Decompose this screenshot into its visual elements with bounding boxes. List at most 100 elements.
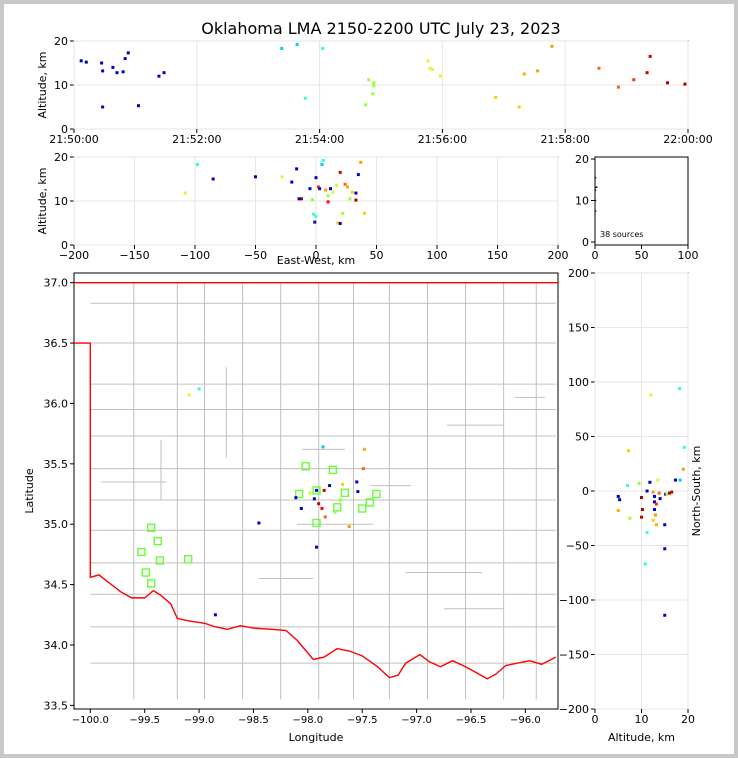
source-point xyxy=(550,44,554,48)
source-point xyxy=(616,85,620,89)
source-point xyxy=(343,182,347,186)
source-point xyxy=(616,509,620,513)
altitude-histogram-panel: 0 10 20 0 50 100 38 sources xyxy=(575,153,699,262)
y-tick-label: 100 xyxy=(568,376,589,389)
source-point xyxy=(670,490,674,494)
y-axis-label: Latitude xyxy=(23,468,36,514)
source-point xyxy=(364,103,368,107)
y-tick-label: 36.0 xyxy=(44,397,69,410)
x-tick-label: 10 xyxy=(635,713,649,726)
lma-station xyxy=(312,486,321,495)
source-point xyxy=(628,516,632,520)
x-tick-label: 150 xyxy=(487,249,508,262)
source-point xyxy=(653,513,657,517)
source-point xyxy=(438,74,442,78)
source-point xyxy=(341,211,345,215)
y-axis-label: Altitude, km xyxy=(36,167,49,234)
y-tick-label: −200 xyxy=(559,703,589,716)
source-point xyxy=(597,66,601,70)
source-point xyxy=(335,184,339,188)
source-point xyxy=(121,70,125,74)
x-tick-label: −50 xyxy=(244,249,267,262)
source-point xyxy=(323,515,327,519)
source-point xyxy=(651,518,655,522)
lma-station xyxy=(153,536,162,546)
source-point xyxy=(331,190,335,194)
source-point xyxy=(648,54,652,58)
source-point xyxy=(115,71,119,75)
y-tick-label: 200 xyxy=(568,267,589,280)
y-tick-label: 0 xyxy=(61,123,68,136)
source-point xyxy=(651,490,655,494)
source-point xyxy=(126,51,130,55)
source-point xyxy=(616,494,620,498)
source-point xyxy=(213,613,217,617)
x-tick-label: 22:00:00 xyxy=(663,133,712,146)
y-tick-label: 20 xyxy=(575,153,589,166)
lma-station xyxy=(328,465,338,475)
source-point xyxy=(123,57,127,61)
source-point xyxy=(371,92,375,96)
x-tick-label: 0 xyxy=(592,249,599,262)
lma-station xyxy=(358,504,367,513)
source-point xyxy=(653,500,657,504)
y-tick-label: 36.5 xyxy=(44,337,69,350)
source-point xyxy=(303,96,307,100)
x-tick-label: 21:54:00 xyxy=(295,133,344,146)
source-point xyxy=(317,502,321,506)
x-tick-label: −96.0 xyxy=(510,715,541,726)
source-point xyxy=(522,72,526,76)
source-point xyxy=(312,212,316,216)
source-point xyxy=(348,197,352,201)
source-point xyxy=(656,478,660,482)
source-point xyxy=(663,613,667,617)
lma-station xyxy=(147,523,156,533)
source-point xyxy=(295,43,299,47)
y-tick-label: 0 xyxy=(61,239,68,252)
source-point xyxy=(336,221,340,225)
y-tick-label: 10 xyxy=(54,195,68,208)
source-point xyxy=(294,496,298,500)
y-tick-label: 33.5 xyxy=(44,699,69,712)
source-point xyxy=(618,498,622,502)
x-tick-label: 21:50:00 xyxy=(49,133,98,146)
source-point xyxy=(316,185,320,189)
source-point xyxy=(354,191,358,195)
lma-station xyxy=(301,462,310,471)
source-point xyxy=(666,81,670,85)
figure-title: Oklahoma LMA 2150-2200 UTC July 23, 2023 xyxy=(201,19,560,38)
state-border xyxy=(74,342,557,680)
county-boundaries xyxy=(90,282,556,700)
source-point xyxy=(329,187,333,191)
lma-station xyxy=(184,555,193,564)
x-tick-label: 20 xyxy=(681,713,695,726)
source-point xyxy=(632,78,636,82)
source-point xyxy=(321,159,325,163)
source-point xyxy=(314,214,318,218)
x-tick-label: 0 xyxy=(313,249,320,262)
x-axis-label: East-West, km xyxy=(277,254,355,267)
y-tick-label: 20 xyxy=(54,151,68,164)
source-point xyxy=(648,480,652,484)
y-tick-label: −50 xyxy=(566,540,589,553)
x-tick-label: 50 xyxy=(635,249,649,262)
plan-view-panel: −100.0 −99.5 −99.0 −98.5 −98.0 −97.5 −97.0 −96.… xyxy=(23,272,559,744)
source-point xyxy=(321,46,325,50)
source-point xyxy=(84,60,88,64)
source-point xyxy=(640,496,643,500)
source-point xyxy=(328,484,332,488)
y-tick-label: 20 xyxy=(54,35,68,48)
source-point xyxy=(517,105,521,109)
lma-station xyxy=(372,489,381,499)
x-tick-label: −97.5 xyxy=(347,715,378,726)
source-point xyxy=(338,170,342,174)
source-point xyxy=(350,190,354,194)
y-tick-label: −100 xyxy=(559,594,589,607)
source-point xyxy=(338,221,342,225)
source-point xyxy=(320,162,324,166)
source-point xyxy=(312,497,316,501)
source-point xyxy=(682,445,686,449)
source-point xyxy=(362,447,366,451)
x-tick-label: 21:56:00 xyxy=(418,133,467,146)
